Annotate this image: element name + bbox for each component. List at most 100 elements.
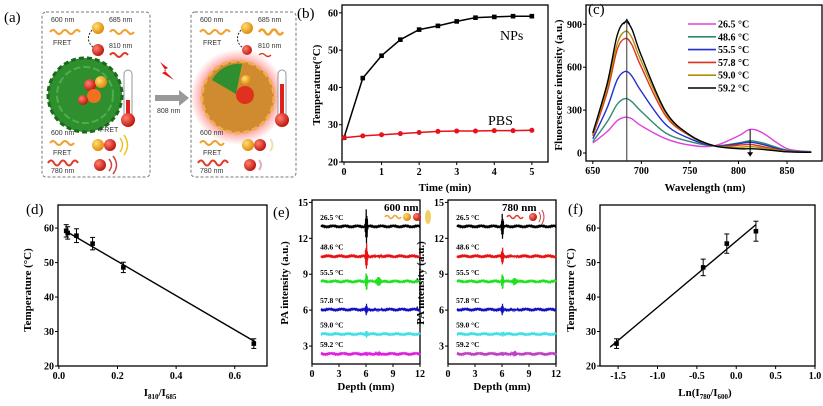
label-subscript: 810 — [148, 393, 159, 401]
trace-label: 26.5 °C — [320, 213, 343, 222]
label: 780 nm — [200, 168, 224, 175]
x-tick-label: 1.0 — [809, 371, 822, 382]
x-tick-label: 2 — [417, 167, 422, 178]
plot-frame — [599, 204, 816, 367]
y-tick-label: 20 — [586, 362, 596, 373]
x-tick-label: 12 — [415, 369, 425, 380]
panel-label-d: (d) — [26, 202, 44, 218]
emission-icon — [119, 134, 129, 156]
acceptor-ball-icon — [92, 44, 104, 56]
label-subscript: 685 — [166, 393, 177, 401]
laser-wavelength: 808 nm — [157, 108, 181, 115]
wave-icon — [258, 52, 272, 58]
x-tick-label: 0 — [446, 369, 451, 380]
label-part: I — [144, 387, 148, 399]
spectrum-line — [592, 21, 812, 153]
data-point — [472, 128, 478, 134]
spectra — [592, 21, 812, 153]
y-tick-label: 3 — [439, 342, 444, 353]
wave-icon — [47, 159, 79, 167]
spectrum-line — [592, 37, 812, 153]
pa-trace — [456, 213, 557, 239]
before-box — [41, 11, 151, 178]
panel-label-f: (f) — [568, 202, 583, 218]
chart-b-heating-curve: 0 1 2 3 4 5 20 30 40 50 60 NPs PBS — [328, 4, 549, 178]
emission-icon — [425, 210, 431, 224]
data-point — [724, 241, 730, 246]
trace-label: 59.2 °C — [456, 340, 479, 349]
x-tick-label: 0.0 — [730, 371, 743, 382]
y-tick-label: 60 — [586, 224, 596, 235]
label-part: Ln(I — [678, 387, 699, 399]
label: FRET — [53, 40, 72, 47]
fit-line — [609, 224, 757, 348]
y-axis-label: Temperature(°C) — [311, 44, 323, 125]
label: 685 nm — [258, 17, 282, 24]
y-axis-label: PA intensity (a.u.) — [279, 241, 291, 325]
pa-trace — [320, 350, 421, 357]
data-point — [510, 128, 516, 134]
acceptor-ball-icon — [413, 213, 421, 221]
y-tick-label: 20 — [328, 158, 338, 169]
data-point — [435, 128, 441, 134]
spectrum-line — [592, 97, 812, 153]
chart-f-ln-ratio-calibration: -1.5 -1.0 -0.5 0.0 0.5 1.0 20 30 40 50 60 — [586, 204, 822, 382]
data-point — [454, 128, 460, 134]
data-point — [360, 133, 366, 139]
data-point — [416, 27, 422, 32]
y-tick-label: 60 — [44, 224, 54, 235]
y-tick-label: 50 — [328, 46, 338, 57]
label-part: /I — [157, 387, 165, 399]
y-tick-label: 9 — [439, 270, 444, 281]
annotation-600nm: 600 nm — [384, 202, 419, 214]
wave-icon — [109, 29, 135, 35]
trace-label: 57.8 °C — [320, 296, 343, 305]
acceptor-ball-icon — [529, 213, 537, 221]
nanoparticle-icon — [46, 56, 124, 134]
y-tick-label: 20 — [44, 362, 54, 373]
x-axis-label: Depth (mm) — [337, 381, 394, 393]
pa-trace — [456, 349, 557, 357]
x-tick-label: 0.6 — [229, 371, 242, 382]
trace-label: 59.2 °C — [320, 340, 343, 349]
label-subscript: 780 — [700, 393, 711, 401]
donor-ball-icon — [92, 139, 104, 151]
pa-trace — [456, 331, 557, 337]
panel-label-c: (c) — [588, 2, 605, 18]
data-point — [753, 228, 759, 234]
y-tick-label: 30 — [586, 327, 596, 338]
panel-label-e: (e) — [273, 205, 290, 221]
acceptor-ball-icon — [254, 139, 266, 151]
data-point — [360, 75, 366, 81]
y-tick-label: 50 — [586, 258, 596, 269]
legend-label: 57.8 °C — [718, 58, 749, 69]
fret-arrow-icon — [237, 29, 244, 49]
x-tick-label: 4 — [492, 167, 497, 178]
series-label: PBS — [488, 114, 513, 129]
label: FRET — [53, 150, 72, 157]
x-axis-label: Depth (mm) — [473, 381, 530, 393]
y-tick-label: 12 — [434, 234, 444, 245]
x-axis-label: Time (min) — [419, 182, 472, 194]
chart-c-fluorescence-spectra: 650 700 750 800 850 0 300 600 900 26.5 °C48.6 °C 5… — [567, 4, 823, 177]
y-tick-label: 30 — [44, 327, 54, 338]
y-tick-label: 40 — [328, 83, 338, 94]
label: 810 nm — [109, 43, 133, 50]
wave-icon — [49, 140, 75, 146]
y-tick-label: 50 — [44, 258, 54, 269]
x-tick-label: 3 — [454, 167, 459, 178]
arrow-down-icon — [747, 152, 754, 157]
wave-icon — [197, 159, 229, 167]
label: FRET — [100, 127, 119, 134]
label: 600 nm — [200, 17, 224, 24]
data-point — [510, 13, 516, 19]
emission-icon — [269, 138, 274, 152]
pa-trace — [456, 247, 557, 265]
chart-e-pa-780: 0 3 6 9 12 3 6 9 12 15 26.5 °C 48.6 °C 55.5 °C 57.8 °… — [434, 198, 561, 380]
trace-label: 57.8 °C — [456, 296, 479, 305]
y-tick-label: 300 — [567, 106, 582, 117]
data-point — [398, 37, 403, 42]
x-tick-label: 6 — [500, 369, 505, 380]
donor-ball-icon — [242, 139, 254, 151]
y-axis-label: PA intensity (a.u.) — [415, 241, 427, 325]
